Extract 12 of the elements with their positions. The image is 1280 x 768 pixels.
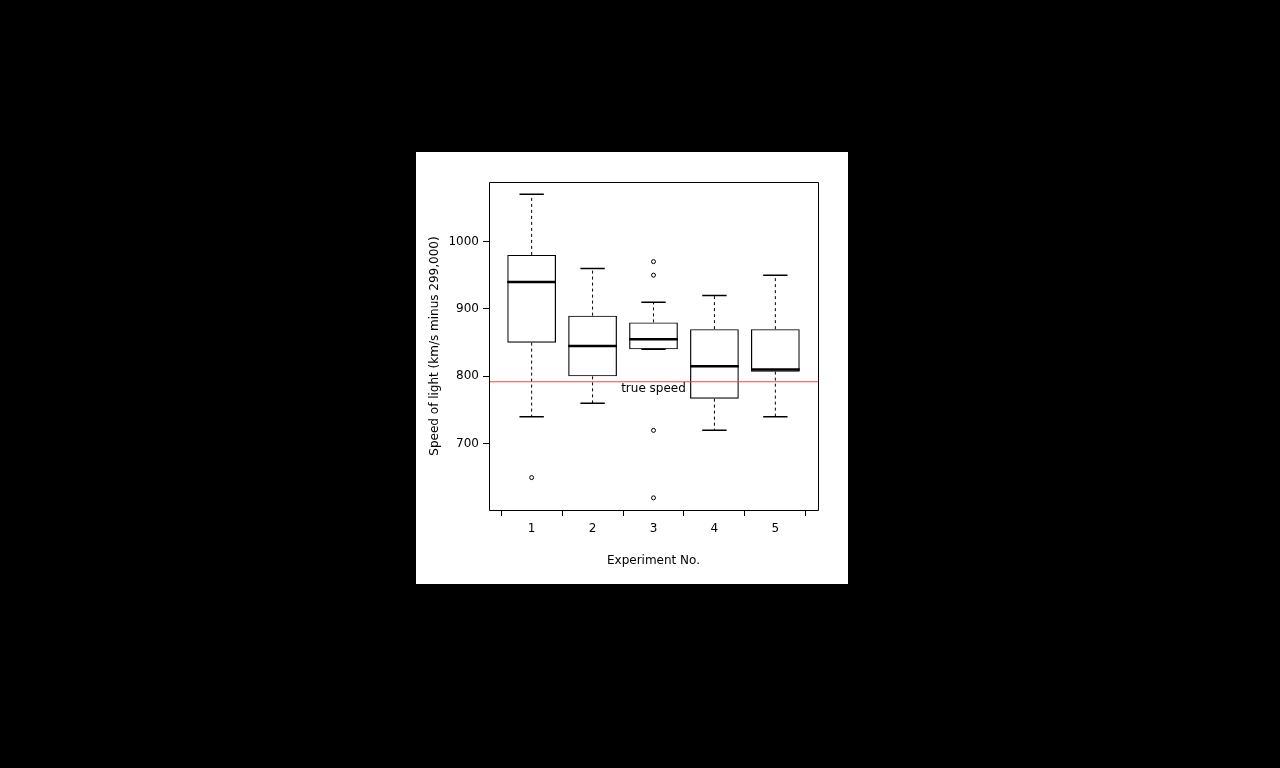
x-tick-label: 3 — [649, 521, 658, 536]
y-tick-label: 800 — [456, 368, 479, 383]
x-tick-label: 4 — [710, 521, 719, 536]
x-tick-label: 5 — [771, 521, 780, 536]
y-tick-label: 900 — [456, 301, 479, 316]
x-tick-label: 1 — [527, 521, 536, 536]
y-axis-title: Speed of light (km/s minus 299,000) — [427, 236, 442, 456]
ref-line-label: true speed — [621, 380, 686, 395]
x-axis-title: Experiment No. — [606, 552, 701, 567]
y-tick-label: 700 — [456, 435, 479, 450]
x-tick-label: 2 — [588, 521, 597, 536]
y-tick-label: 1000 — [448, 233, 479, 248]
